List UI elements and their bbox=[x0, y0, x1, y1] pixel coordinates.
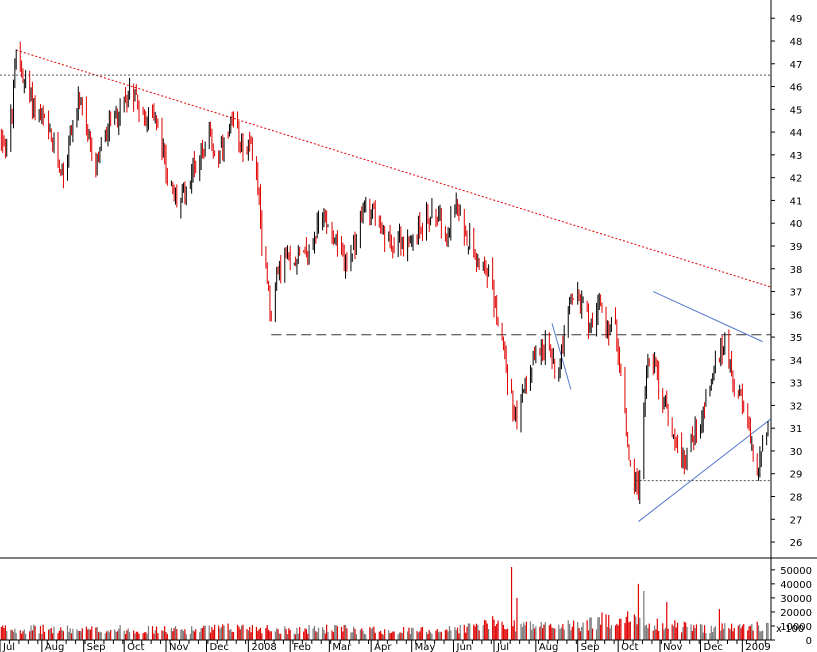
price-tick-label: 49 bbox=[790, 14, 803, 25]
price-tick-label: 37 bbox=[790, 288, 803, 299]
time-label: Mar bbox=[332, 642, 352, 652]
price-tick-label: 44 bbox=[790, 128, 803, 139]
trend-lines bbox=[0, 49, 772, 522]
price-tick-label: 26 bbox=[790, 538, 803, 549]
price-tick-label: 42 bbox=[790, 174, 803, 185]
price-panel: 26 27 28 29 30 31 32 33 34 35 36 37 38 39 40 41 42 43 44 45… bbox=[0, 0, 802, 558]
time-axis: Jul Aug Sep Oct Nov Dec 2008 Feb Mar Apr May Jun Jul… bbox=[0, 640, 771, 652]
time-label: Nov bbox=[169, 642, 189, 652]
volume-scale-label: x 100 bbox=[776, 624, 804, 635]
trend-line bbox=[653, 291, 763, 343]
price-tick-label: 46 bbox=[790, 83, 803, 94]
price-tick-label: 29 bbox=[790, 470, 803, 481]
price-tick-label: 32 bbox=[790, 401, 803, 412]
time-label: Aug bbox=[539, 642, 559, 652]
time-label: Sep bbox=[87, 642, 106, 652]
price-tick-label: 31 bbox=[790, 424, 803, 435]
price-tick-label: 40 bbox=[790, 219, 803, 230]
volume-tick-label: 30000 bbox=[780, 594, 812, 605]
price-tick-label: 28 bbox=[790, 493, 803, 504]
time-label: 2008 bbox=[251, 642, 276, 652]
price-tick-label: 47 bbox=[790, 60, 803, 71]
volume-tick-label: 50000 bbox=[780, 566, 812, 577]
time-label: Aug bbox=[45, 642, 65, 652]
time-label: Oct bbox=[127, 642, 144, 652]
volume-panel: 0 10000 20000 30000 40000 50000 x 100 bbox=[0, 558, 812, 647]
price-tick-label: 34 bbox=[790, 356, 803, 367]
time-label: Feb bbox=[293, 642, 311, 652]
time-label: Jun bbox=[456, 642, 473, 652]
price-tick-label: 48 bbox=[790, 37, 803, 48]
price-tick-label: 30 bbox=[790, 447, 803, 458]
time-label: Jul bbox=[496, 642, 509, 652]
price-tick-label: 41 bbox=[790, 196, 803, 207]
price-tick-label: 36 bbox=[790, 310, 803, 321]
price-tick-label: 33 bbox=[790, 379, 803, 390]
price-tick-label: 45 bbox=[790, 105, 803, 116]
price-tick-label: 35 bbox=[790, 333, 803, 344]
time-label: Apr bbox=[374, 642, 392, 652]
time-label: Oct bbox=[621, 642, 638, 652]
time-label: Nov bbox=[663, 642, 683, 652]
volume-tick-label: 20000 bbox=[780, 608, 812, 619]
price-tick-label: 27 bbox=[790, 515, 803, 526]
price-tick-label: 38 bbox=[790, 265, 803, 276]
price-axis-ticks: 26 27 28 29 30 31 32 33 34 35 36 37 38 39 40 41 42 43 44 45… bbox=[771, 14, 802, 549]
time-label: Dec bbox=[210, 642, 229, 652]
candlestick-series bbox=[0, 41, 769, 505]
volume-axis-ticks: 0 10000 20000 30000 40000 50000 bbox=[771, 566, 812, 647]
time-label: Jul bbox=[2, 642, 15, 652]
time-label: Dec bbox=[704, 642, 723, 652]
price-tick-label: 43 bbox=[790, 151, 803, 162]
volume-tick-label: 10000 bbox=[780, 622, 812, 633]
time-label: Sep bbox=[581, 642, 600, 652]
volume-tick-label: 0 bbox=[806, 636, 812, 647]
time-label: May bbox=[415, 642, 436, 652]
volume-series bbox=[0, 567, 769, 640]
volume-tick-label: 40000 bbox=[780, 580, 812, 591]
trend-line bbox=[638, 418, 772, 522]
time-label: 2009 bbox=[745, 642, 770, 652]
price-tick-label: 39 bbox=[790, 242, 803, 253]
